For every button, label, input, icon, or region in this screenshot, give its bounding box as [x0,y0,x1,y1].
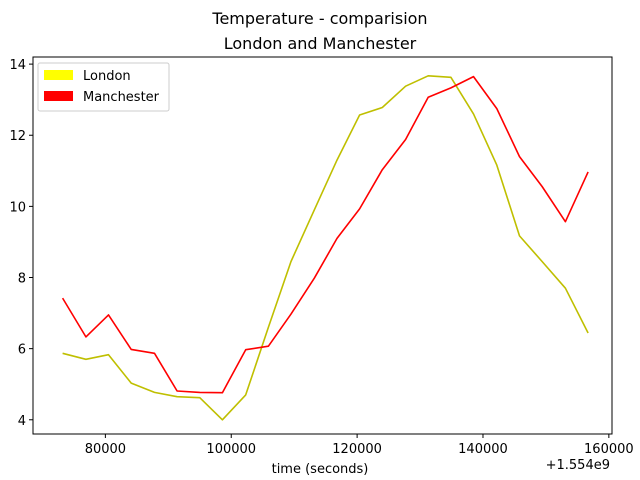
series-layer [61,75,589,421]
legend-swatch-london [44,70,73,80]
legend: London Manchester [37,62,170,112]
y-tick-label: 12 [9,129,26,144]
legend-label-manchester: Manchester [83,90,160,105]
x-axis: 80000 100000 120000 140000 160000 [85,434,634,457]
y-tick-label: 6 [18,343,26,358]
series-line-london [62,75,589,421]
x-tick-label: 80000 [85,442,126,457]
plot-frame [32,56,613,435]
chart-subtitle: London and Manchester [224,34,417,53]
y-tick-label: 4 [18,414,26,429]
y-tick-label: 14 [9,58,26,73]
chart-title: Temperature - comparision [211,9,427,28]
series-line-manchester [61,75,589,394]
x-tick-label: 140000 [458,442,508,457]
x-axis-label: time (seconds) [272,462,369,477]
y-tick-label: 10 [9,200,26,215]
x-tick-label: 160000 [584,442,634,457]
y-tick-label: 8 [18,272,26,287]
legend-swatch-manchester [44,91,73,101]
y-axis: 4 6 8 10 12 14 [9,58,33,429]
x-tick-label: 100000 [206,442,256,457]
x-tick-label: 120000 [332,442,382,457]
x-offset-label: +1.554e9 [546,458,610,473]
legend-label-london: London [83,69,131,84]
